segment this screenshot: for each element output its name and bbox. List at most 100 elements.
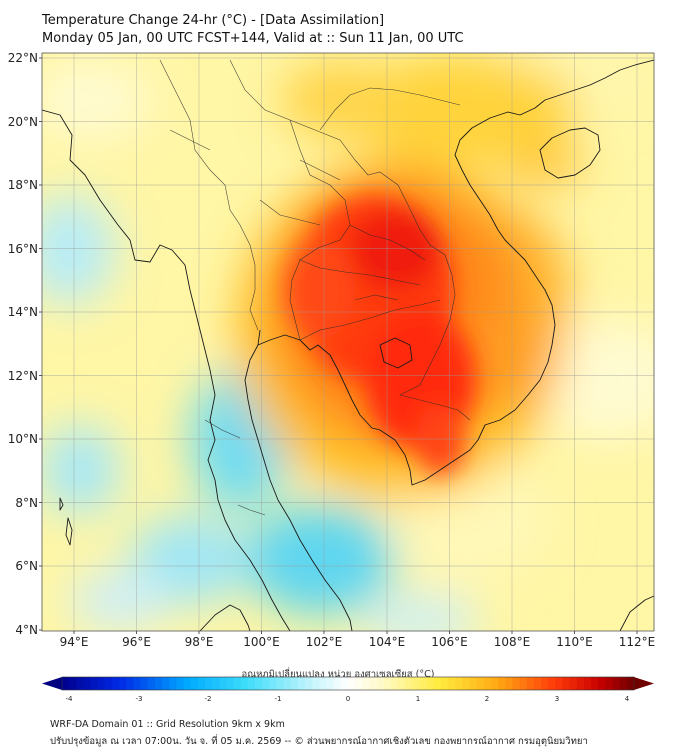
- colorbar-cell: [383, 677, 392, 690]
- colorbar-cell: [598, 677, 606, 690]
- colorbar-cell: [147, 677, 156, 690]
- colorbar-tick-label: -2: [205, 695, 212, 703]
- colorbar-cell: [583, 677, 592, 690]
- lon-label: 100°E: [243, 635, 280, 649]
- colorbar-cell: [455, 677, 463, 690]
- colorbar-cell: [83, 677, 91, 690]
- colorbar-cell: [512, 677, 520, 690]
- colorbar-tick-label: 0: [346, 695, 350, 703]
- lat-label: 6°N: [15, 559, 38, 573]
- temperature-change-map: 22°N 20°N 18°N 16°N 14°N 12°N 10°N 8°N 6…: [8, 51, 656, 649]
- colorbar-cell: [226, 677, 234, 690]
- colorbar-cell: [90, 677, 99, 690]
- colorbar-cell: [133, 677, 142, 690]
- colorbar-cell: [591, 677, 599, 690]
- colorbar-tick-label: 3: [555, 695, 559, 703]
- lat-label: 4°N: [15, 623, 38, 637]
- colorbar-cell: [69, 677, 77, 690]
- colorbar-tick-label: -4: [66, 695, 74, 703]
- colorbar-tick-label: 1: [416, 695, 420, 703]
- colorbar-cell: [269, 677, 277, 690]
- colorbar-cell: [104, 677, 113, 690]
- colorbar-cell: [505, 677, 513, 690]
- colorbar-cell: [355, 677, 363, 690]
- map-title: Temperature Change 24-hr (°C) - [Data As…: [42, 13, 385, 28]
- colorbar-cell: [469, 677, 478, 690]
- colorbar-cell: [548, 677, 556, 690]
- colorbar-cell: [448, 677, 456, 690]
- colorbar-cell: [369, 677, 377, 690]
- colorbar-cell: [183, 677, 192, 690]
- country-borders: [159, 59, 471, 516]
- colorbar-cell: [340, 677, 349, 690]
- colorbar-cell: [297, 677, 306, 690]
- colorbar-cell: [626, 677, 635, 690]
- colorbar-cell: [212, 677, 220, 690]
- colorbar-cell: [233, 677, 242, 690]
- colorbar-cell: [562, 677, 571, 690]
- colorbar-cell: [290, 677, 299, 690]
- lon-label: 96°E: [122, 635, 151, 649]
- colorbar-cell: [605, 677, 613, 690]
- colorbar-cell: [219, 677, 227, 690]
- lat-label: 12°N: [8, 369, 38, 383]
- colorbar-cell: [491, 677, 499, 690]
- colorbar-cell: [533, 677, 542, 690]
- colorbar-cell: [526, 677, 535, 690]
- colorbar-cell: [162, 677, 170, 690]
- colorbar-cell: [619, 677, 628, 690]
- colorbar-cell: [541, 677, 549, 690]
- colorbar-cell: [247, 677, 256, 690]
- colorbar-title: อุณหภูมิเปลี่ยนแปลง หน่วย องศาเซลเซียส (…: [241, 669, 435, 680]
- temperature-field: [42, 53, 654, 631]
- colorbar-cell: [276, 677, 285, 690]
- colorbar-cell: [576, 677, 585, 690]
- colorbar-cell: [312, 677, 320, 690]
- colorbar-cell: [398, 677, 406, 690]
- colorbar-cell: [376, 677, 385, 690]
- colorbar-cell: [169, 677, 177, 690]
- colorbar-cell: [476, 677, 485, 690]
- lat-label: 18°N: [8, 178, 38, 192]
- colorbar-cell: [426, 677, 435, 690]
- colorbar-cell: [333, 677, 342, 690]
- colorbar-cells: [62, 677, 635, 690]
- colorbar-cell: [569, 677, 578, 690]
- colorbar-cell: [119, 677, 127, 690]
- colorbar-cell: [555, 677, 563, 690]
- colorbar-tick-label: 2: [485, 695, 489, 703]
- lat-label: 10°N: [8, 432, 38, 446]
- colorbar-cell: [348, 677, 356, 690]
- lon-label: 102°E: [306, 635, 343, 649]
- lon-label: 98°E: [185, 635, 214, 649]
- colorbar-cell: [197, 677, 206, 690]
- lat-label: 22°N: [8, 51, 38, 65]
- colorbar-cell: [419, 677, 428, 690]
- colorbar-cell: [483, 677, 492, 690]
- colorbar-cell: [97, 677, 106, 690]
- colorbar-cell: [319, 677, 327, 690]
- credit-line: ปรับปรุงข้อมูล ณ เวลา 07:00น. วัน จ. ที่…: [50, 736, 588, 747]
- colorbar-cell: [283, 677, 292, 690]
- colorbar-cell: [140, 677, 149, 690]
- colorbar-tick-label: -3: [136, 695, 143, 703]
- lon-label: 104°E: [369, 635, 406, 649]
- colorbar: -4 -3 -2 -1 0 1 2 3 4: [42, 676, 654, 703]
- colorbar-tick-label: -1: [275, 695, 282, 703]
- colorbar-cell: [305, 677, 313, 690]
- colorbar-cell: [498, 677, 506, 690]
- lon-label: 110°E: [556, 635, 593, 649]
- lat-label: 8°N: [15, 496, 38, 510]
- colorbar-cell: [390, 677, 399, 690]
- colorbar-cell: [326, 677, 335, 690]
- colorbar-cell: [440, 677, 449, 690]
- colorbar-cell: [205, 677, 213, 690]
- lon-label: 112°E: [619, 635, 656, 649]
- colorbar-cell: [190, 677, 199, 690]
- colorbar-cell: [176, 677, 184, 690]
- colorbar-min-arrow: [42, 677, 62, 690]
- colorbar-cell: [362, 677, 370, 690]
- colorbar-cell: [112, 677, 120, 690]
- colorbar-cell: [519, 677, 528, 690]
- colorbar-cell: [126, 677, 134, 690]
